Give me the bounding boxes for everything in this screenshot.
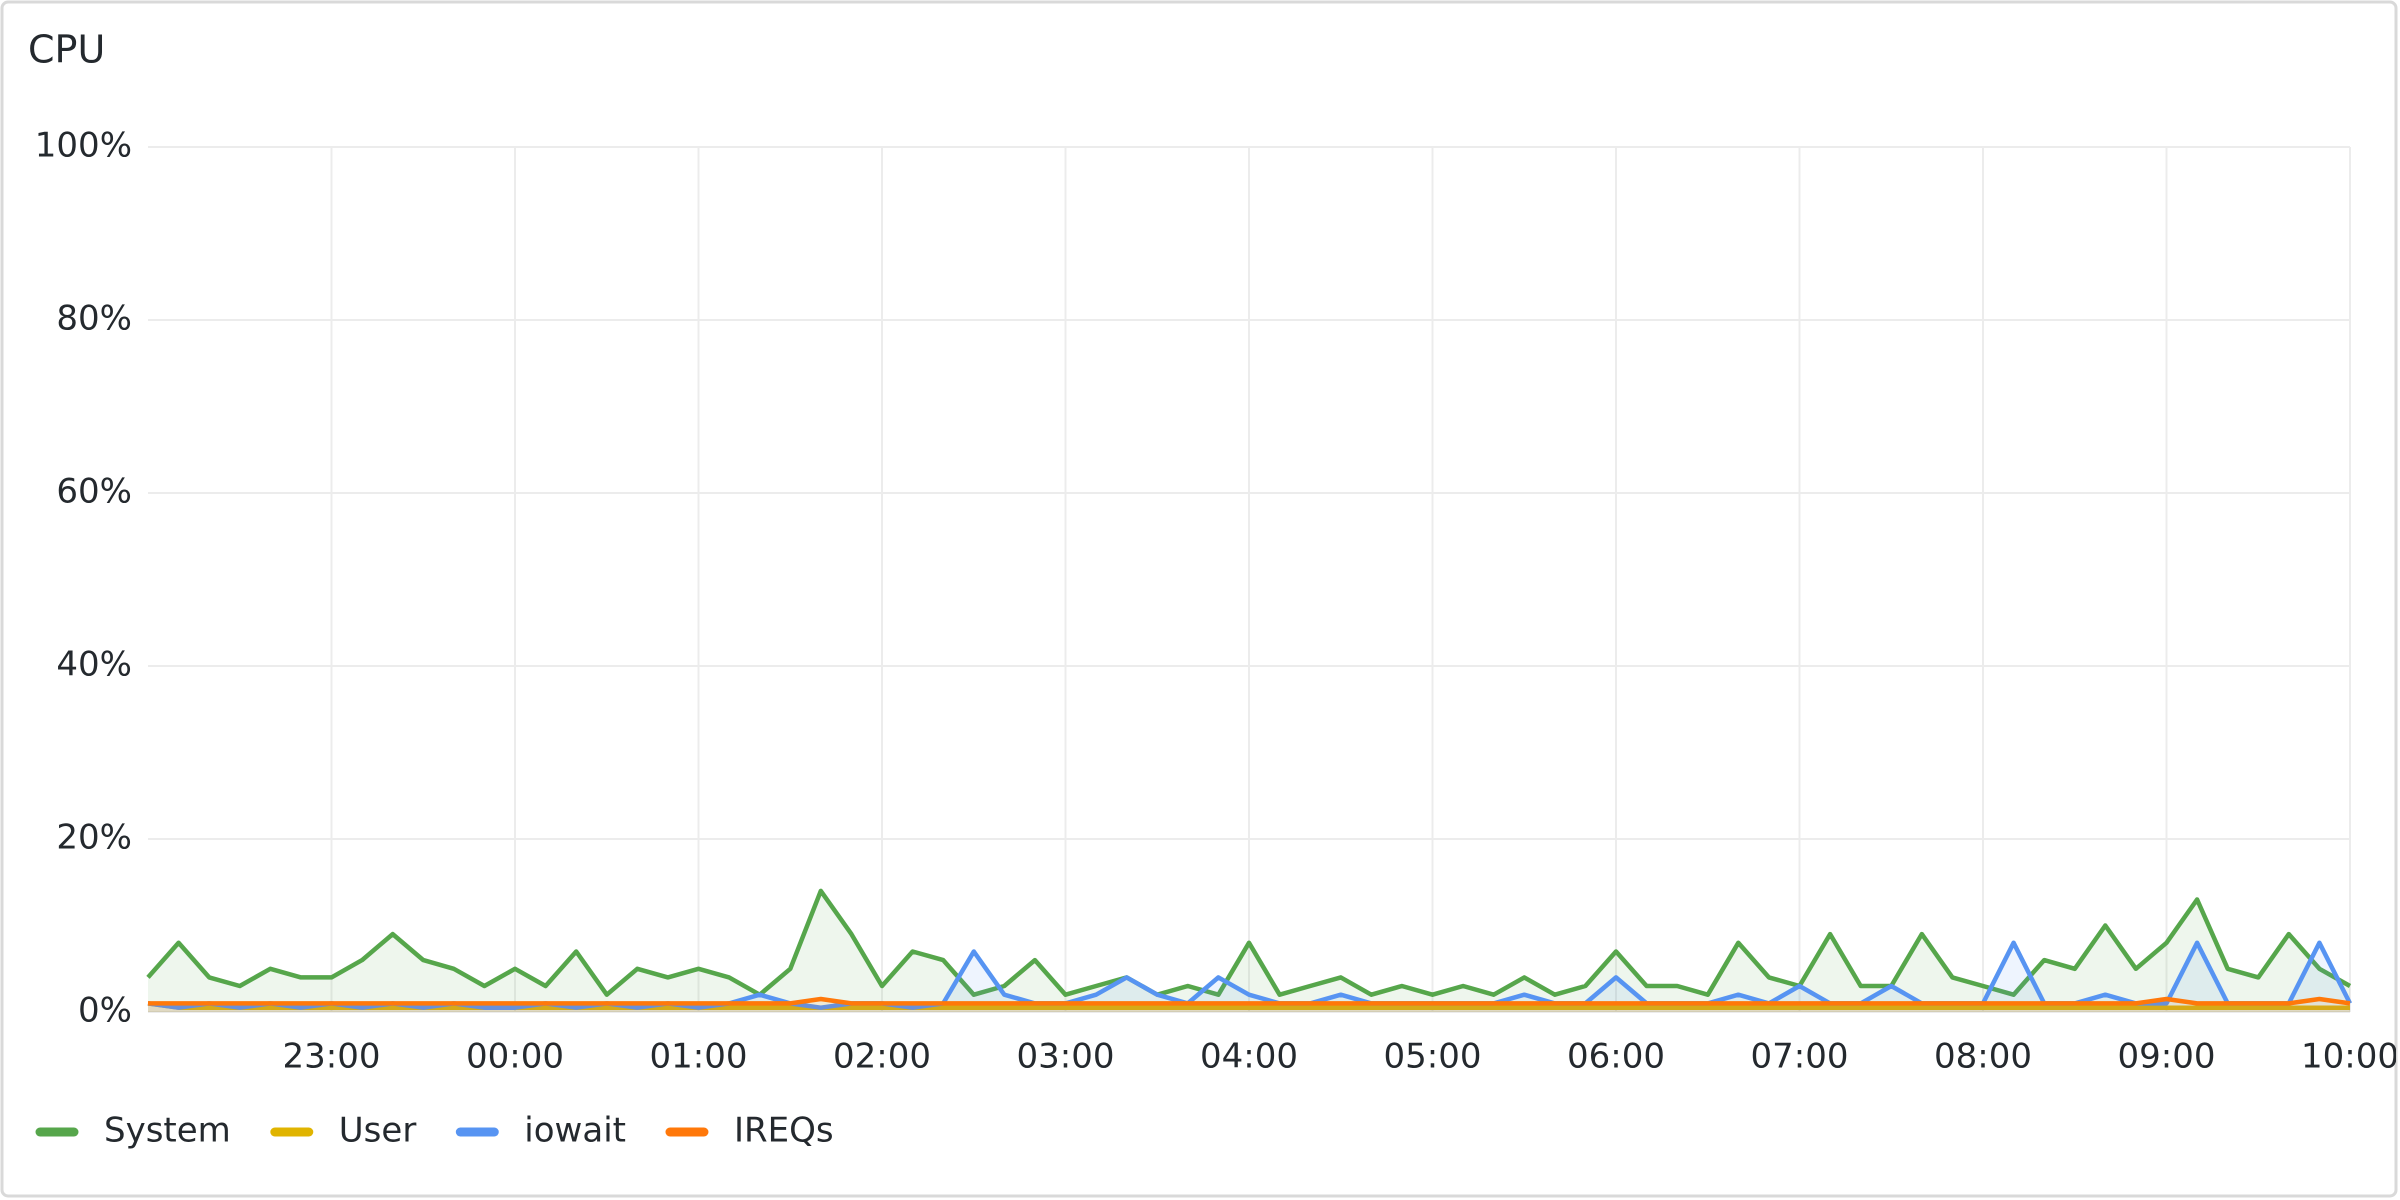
panel-title: CPU — [28, 28, 105, 72]
series-area — [148, 942, 2350, 1012]
x-tick-label: 07:00 — [1751, 1037, 1849, 1077]
legend-label: IREQs — [734, 1111, 834, 1151]
legend-label: iowait — [524, 1111, 626, 1151]
legend-label: User — [339, 1111, 417, 1151]
y-tick-label: 0% — [78, 991, 132, 1031]
y-tick-label: 20% — [56, 818, 132, 858]
x-tick-label: 10:00 — [2301, 1037, 2399, 1077]
series-area — [148, 890, 2350, 1012]
x-tick-label: 08:00 — [1934, 1037, 2032, 1077]
y-tick-label: 80% — [56, 299, 132, 339]
y-tick-label: 60% — [56, 472, 132, 512]
x-tick-label: 04:00 — [1200, 1037, 1298, 1077]
series-line — [146, 888, 2352, 997]
x-tick-label: 02:00 — [833, 1037, 931, 1077]
x-tick-label: 03:00 — [1017, 1037, 1115, 1077]
x-tick-label: 09:00 — [2118, 1037, 2216, 1077]
x-tick-label: 01:00 — [650, 1037, 748, 1077]
y-tick-label: 100% — [35, 126, 132, 166]
legend-label: System — [104, 1111, 231, 1151]
series-line — [148, 996, 2351, 1006]
x-tick-label: 05:00 — [1384, 1037, 1482, 1077]
y-tick-label: 40% — [56, 645, 132, 685]
x-tick-label: 00:00 — [466, 1037, 564, 1077]
x-tick-label: 23:00 — [283, 1037, 381, 1077]
x-tick-label: 06:00 — [1567, 1037, 1665, 1077]
plot: 0% 20% 40% 60% 80% 100% 23:00 00:00 01:00 02:00 03… — [35, 126, 2399, 1077]
